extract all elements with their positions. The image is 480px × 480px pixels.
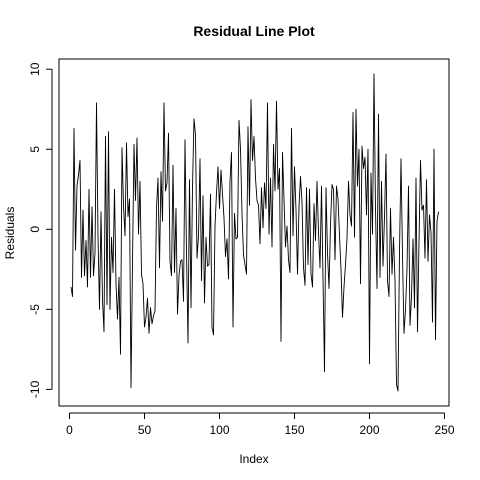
x-tick-label: 100: [209, 423, 229, 437]
y-tick-label: 0: [28, 226, 42, 233]
series-group: [70, 73, 439, 392]
residual-series-line: [70, 73, 439, 392]
y-tick-label: -10: [28, 380, 42, 398]
x-axis: 0 50 100 150 200 250: [66, 412, 455, 437]
x-axis-label: Index: [239, 452, 268, 466]
y-tick-label: 10: [28, 62, 42, 76]
x-tick-label: 0: [66, 423, 73, 437]
y-axis: -10 -5 0 5 10: [28, 62, 53, 398]
plot-frame: [58, 58, 450, 407]
x-tick-label: 150: [284, 423, 304, 437]
chart-title: Residual Line Plot: [193, 23, 315, 39]
x-tick-label: 50: [138, 423, 152, 437]
x-tick-label: 200: [359, 423, 379, 437]
y-tick-label: 5: [28, 146, 42, 153]
y-tick-label: -5: [28, 304, 42, 315]
x-tick-label: 250: [434, 423, 454, 437]
y-axis-label: Residuals: [3, 207, 17, 260]
